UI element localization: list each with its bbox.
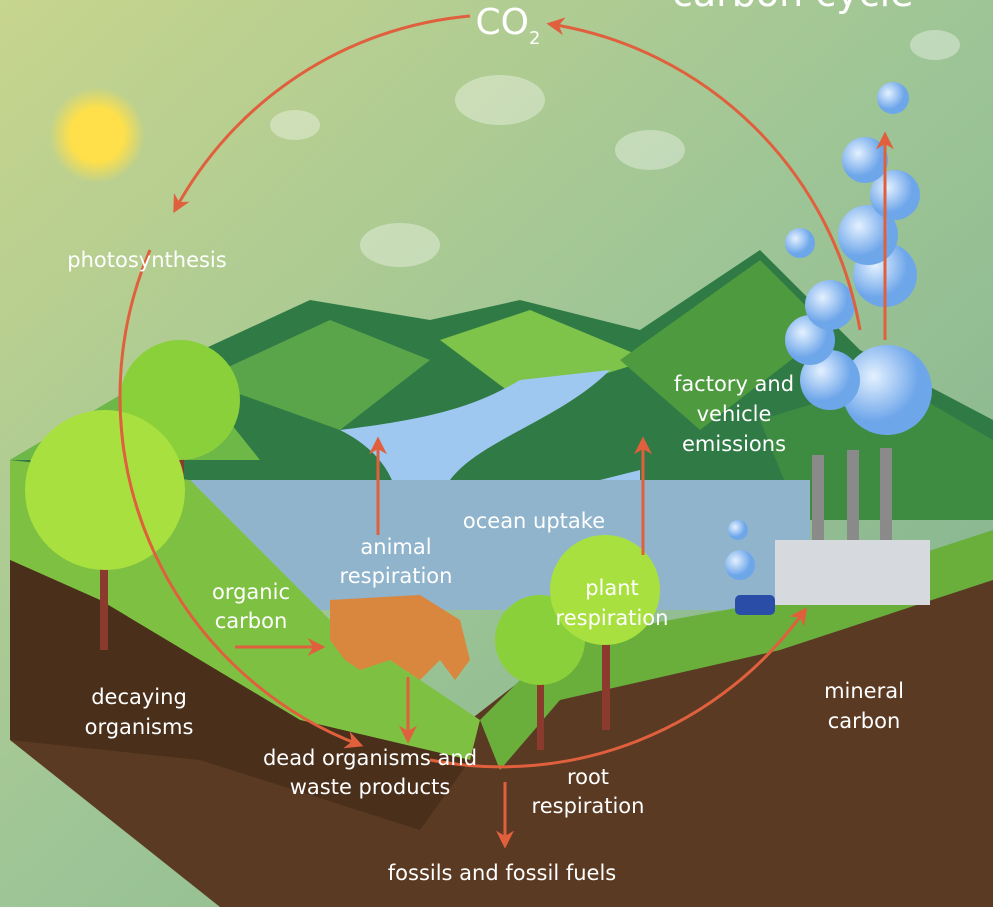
label: root [567,765,609,789]
label: waste products [290,775,451,799]
sun [49,87,145,183]
label: carbon [215,609,288,633]
label: respiration [532,794,645,818]
label: respiration [340,564,453,588]
label: vehicle [697,402,772,426]
co2-main: CO [476,2,529,43]
label: organisms [85,715,194,739]
label: plant [585,576,639,600]
carbon-cycle-diagram: carbon cycle CO2 photosynthesis factory … [0,0,993,907]
label: decaying [91,685,187,709]
label: mineral [824,679,904,703]
label: dead organisms and [263,746,477,770]
label: photosynthesis [67,248,226,272]
label: fossils and fossil fuels [388,861,616,885]
label: respiration [556,606,669,630]
label: ocean uptake [463,509,605,533]
label: factory and [674,372,794,396]
title: carbon cycle [672,0,914,15]
label: animal [360,535,431,559]
label: emissions [682,432,786,456]
co2-sub: 2 [529,28,540,49]
label: carbon [828,709,901,733]
label: organic [212,580,290,604]
